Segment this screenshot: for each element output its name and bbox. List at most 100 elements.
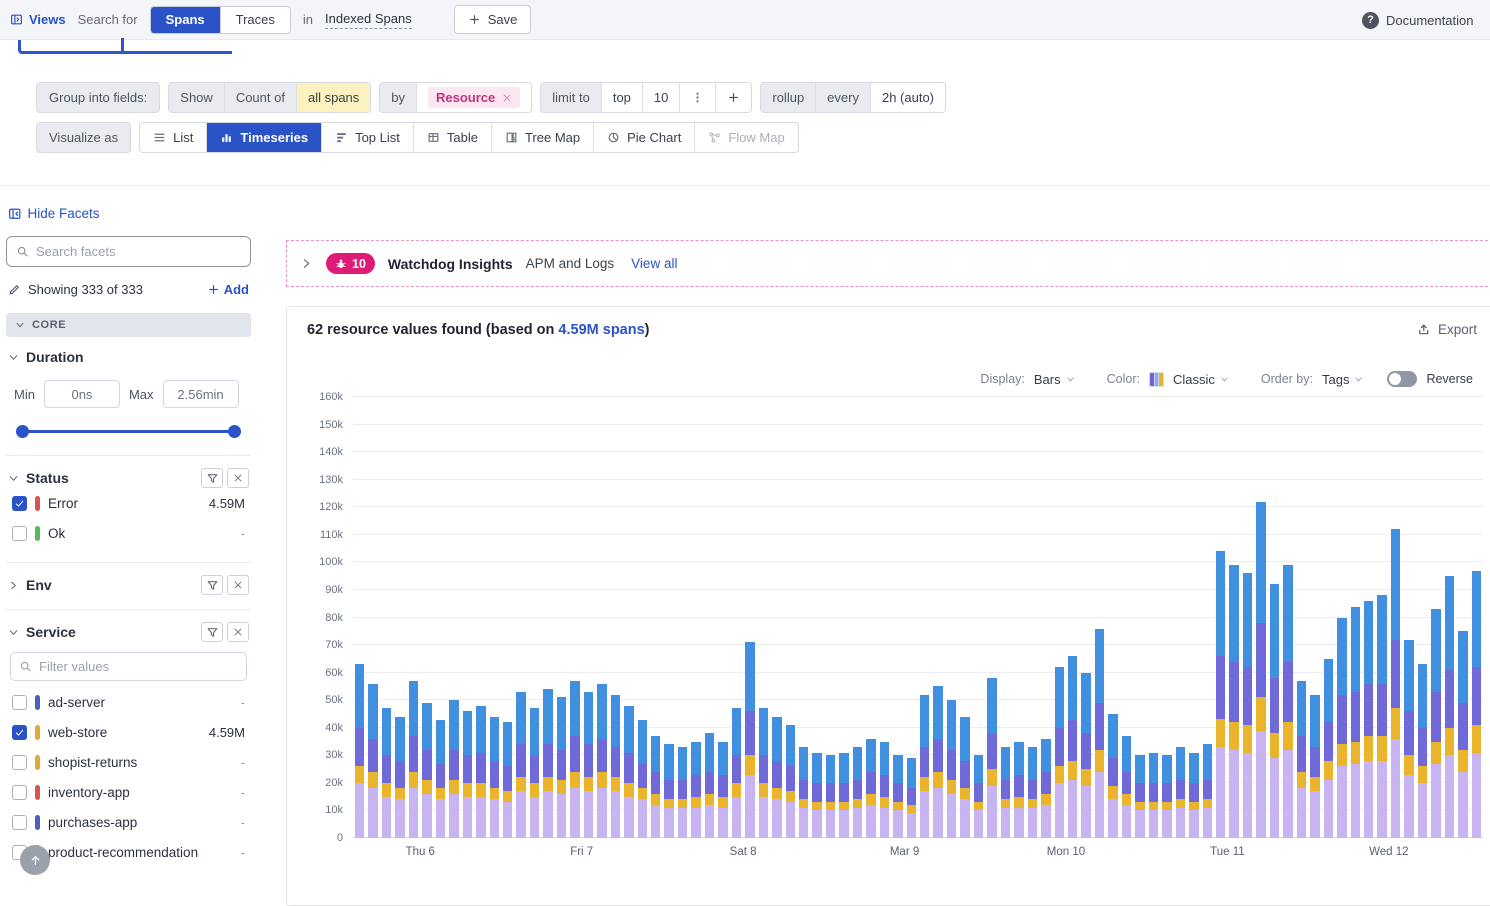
- chart-bar[interactable]: [650, 397, 661, 838]
- chart-bar[interactable]: [1444, 397, 1455, 838]
- chart-bar[interactable]: [920, 397, 930, 838]
- status-filter-button[interactable]: [201, 468, 223, 488]
- chart-bar[interactable]: [570, 397, 580, 838]
- slider-handle-max[interactable]: [228, 425, 241, 438]
- chart-bar[interactable]: [529, 397, 540, 838]
- chart-bar[interactable]: [1296, 397, 1307, 838]
- chart-bar[interactable]: [462, 397, 473, 838]
- group-by-selector[interactable]: Resource: [416, 83, 532, 112]
- chart-bar[interactable]: [556, 397, 567, 838]
- shopist-returns-checkbox[interactable]: [12, 754, 27, 770]
- chart-bar[interactable]: [1350, 397, 1360, 838]
- chart-bar[interactable]: [355, 397, 365, 838]
- facet-search-input[interactable]: [36, 244, 241, 259]
- view-all-link[interactable]: View all: [631, 256, 678, 271]
- chart-bar[interactable]: [691, 397, 701, 838]
- viz-tab-table[interactable]: Table: [412, 123, 491, 152]
- views-menu[interactable]: Views: [10, 12, 66, 27]
- chart-bar[interactable]: [408, 397, 419, 838]
- chart-bar[interactable]: [677, 397, 688, 838]
- web-store-checkbox[interactable]: [12, 724, 27, 740]
- chart-bar[interactable]: [1202, 397, 1212, 838]
- add-query-button[interactable]: [715, 83, 752, 112]
- chart-bar[interactable]: [1310, 397, 1320, 838]
- core-section-header[interactable]: CORE: [6, 313, 251, 337]
- scroll-button[interactable]: [20, 845, 50, 875]
- chart-bar[interactable]: [1135, 397, 1145, 838]
- service-filter-box[interactable]: [10, 652, 247, 681]
- chart-bar[interactable]: [1054, 397, 1065, 838]
- hide-facets-link[interactable]: Hide Facets: [6, 206, 251, 221]
- chart-bar[interactable]: [1256, 397, 1266, 838]
- query-options-button[interactable]: [679, 83, 716, 112]
- chart-bar[interactable]: [1027, 397, 1038, 838]
- chart-bar[interactable]: [1162, 397, 1172, 838]
- duration-min-input[interactable]: 0ns: [43, 380, 120, 408]
- spans-count-link[interactable]: 4.59M spans: [558, 322, 645, 338]
- chart-bar[interactable]: [960, 397, 970, 838]
- chart-bar[interactable]: [435, 397, 446, 838]
- chart-bar[interactable]: [987, 397, 997, 838]
- chevron-down-icon[interactable]: [8, 627, 19, 638]
- chart-bar[interactable]: [1269, 397, 1280, 838]
- chart-bar[interactable]: [1108, 397, 1118, 838]
- chart-bar[interactable]: [476, 397, 486, 838]
- chart-bar[interactable]: [933, 397, 943, 838]
- facet-search-box[interactable]: [6, 236, 251, 267]
- chart-bar[interactable]: [1458, 397, 1468, 838]
- chart-bar[interactable]: [1041, 397, 1051, 838]
- status-clear-button[interactable]: [227, 468, 249, 488]
- chart-bar[interactable]: [1175, 397, 1186, 838]
- chart-bar[interactable]: [866, 397, 876, 838]
- chart-bar[interactable]: [1431, 397, 1441, 838]
- chart-bar[interactable]: [1216, 397, 1226, 838]
- chart-bar[interactable]: [1229, 397, 1239, 838]
- chart-bar[interactable]: [1014, 397, 1024, 838]
- chart-bar[interactable]: [1363, 397, 1374, 838]
- chart-bar[interactable]: [704, 397, 715, 838]
- reverse-toggle[interactable]: [1387, 371, 1418, 387]
- chart-bar[interactable]: [879, 397, 890, 838]
- chevron-down-icon[interactable]: [8, 473, 19, 484]
- tab-traces[interactable]: Traces: [219, 6, 290, 33]
- top-count-selector[interactable]: 10: [641, 83, 680, 112]
- expand-chevron-icon[interactable]: [300, 257, 313, 270]
- chart-bar[interactable]: [1377, 397, 1387, 838]
- service-filter-button[interactable]: [201, 622, 223, 642]
- chart-bar[interactable]: [731, 397, 742, 838]
- display-dropdown[interactable]: Bars: [1034, 372, 1075, 387]
- chart-bar[interactable]: [1000, 397, 1011, 838]
- error-checkbox[interactable]: [12, 495, 27, 511]
- chart-bar[interactable]: [381, 397, 392, 838]
- chart-bar[interactable]: [1283, 397, 1293, 838]
- viz-tab-pie-chart[interactable]: Pie Chart: [593, 123, 694, 152]
- documentation-link[interactable]: Documentation: [1386, 12, 1474, 28]
- chart-bar[interactable]: [946, 397, 957, 838]
- service-filter-input[interactable]: [39, 659, 238, 674]
- chart-bar[interactable]: [395, 397, 405, 838]
- chevron-right-icon[interactable]: [8, 580, 19, 591]
- index-selector[interactable]: Indexed Spans: [325, 11, 412, 29]
- chart-bar[interactable]: [489, 397, 499, 838]
- export-button[interactable]: Export: [1417, 322, 1477, 337]
- pencil-icon[interactable]: [8, 283, 21, 296]
- chart-bar[interactable]: [1323, 397, 1334, 838]
- add-facet-button[interactable]: Add: [207, 282, 249, 297]
- chart-bar[interactable]: [1148, 397, 1159, 838]
- chart-bar[interactable]: [1068, 397, 1078, 838]
- env-filter-button[interactable]: [201, 575, 223, 595]
- save-button[interactable]: Save: [453, 5, 532, 34]
- chart-bar[interactable]: [825, 397, 836, 838]
- inventory-app-checkbox[interactable]: [12, 784, 27, 800]
- color-dropdown[interactable]: Classic: [1173, 372, 1229, 387]
- viz-tab-list[interactable]: List: [140, 123, 206, 152]
- chart-bar[interactable]: [1094, 397, 1105, 838]
- purchases-app-checkbox[interactable]: [12, 814, 27, 830]
- chart-bar[interactable]: [772, 397, 782, 838]
- chart-bar[interactable]: [610, 397, 621, 838]
- ad-server-checkbox[interactable]: [12, 694, 27, 710]
- chart-bar[interactable]: [664, 397, 674, 838]
- chart-bar[interactable]: [449, 397, 459, 838]
- resource-chip[interactable]: Resource: [428, 87, 521, 108]
- chart-bar[interactable]: [1404, 397, 1414, 838]
